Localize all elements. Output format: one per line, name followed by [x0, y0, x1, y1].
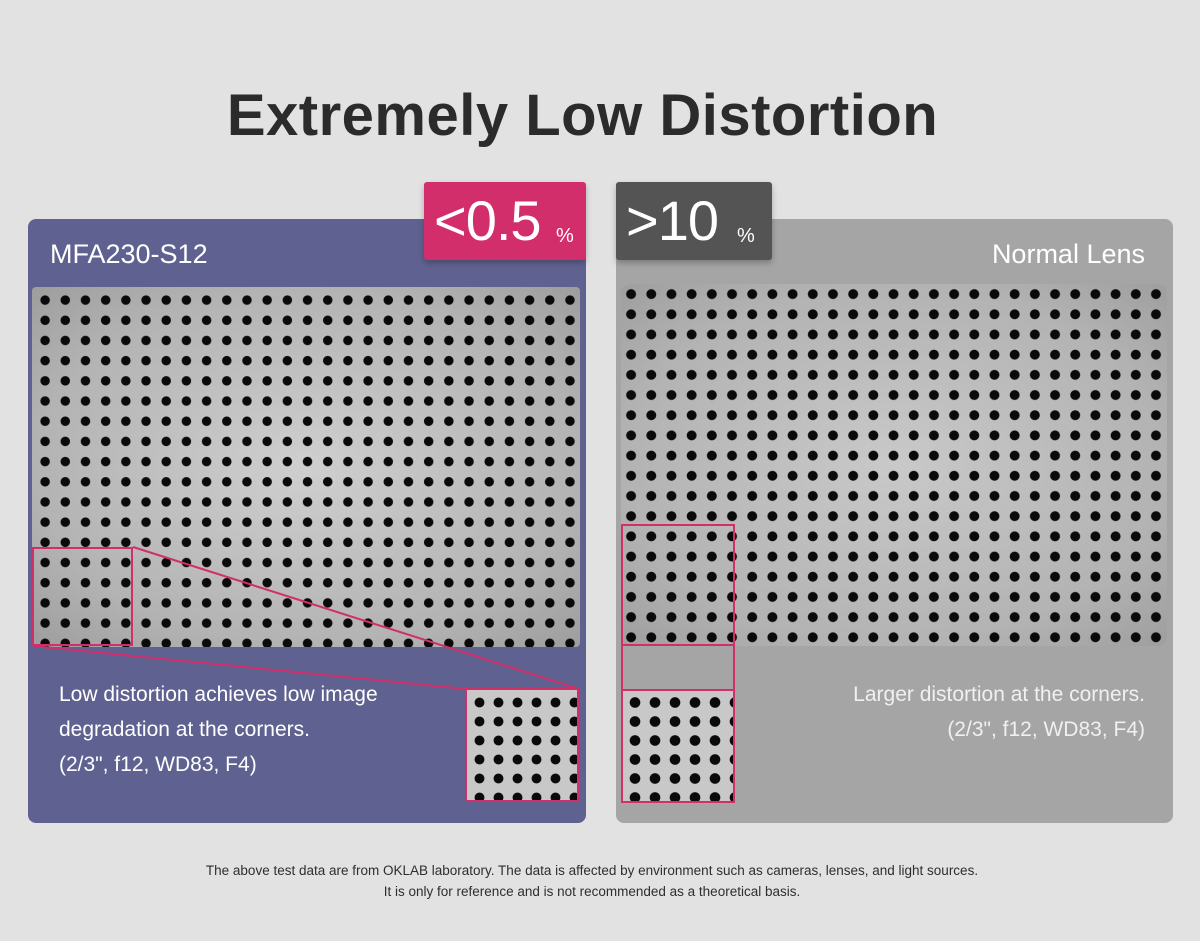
caption-normal: Larger distortion at the corners. (2/3",…	[770, 677, 1145, 747]
zoom-connector	[621, 646, 735, 689]
caption-line: Low distortion achieves low image	[59, 683, 378, 706]
distortion-value: <0.5	[434, 189, 542, 252]
zoom-region-box	[621, 524, 735, 646]
lens-name-mfa230: MFA230-S12	[50, 239, 208, 269]
distortion-badge-mfa230: <0.5 %	[424, 182, 586, 260]
percent-unit: %	[737, 225, 755, 247]
disclaimer-line: It is only for reference and is not reco…	[383, 884, 801, 899]
test-image-normal	[621, 284, 1167, 646]
zoom-inset-image	[465, 688, 579, 802]
lens-name-normal: Normal Lens	[991, 239, 1145, 269]
zoom-inset-image	[621, 689, 735, 803]
caption-mfa230: Low distortion achieves low image degrad…	[59, 677, 449, 782]
disclaimer-line: The above test data are from OKLAB labor…	[205, 863, 979, 878]
disclaimer: The above test data are from OKLAB labor…	[0, 860, 1184, 902]
distortion-badge-normal: >10 %	[616, 182, 772, 260]
caption-line: degradation at the corners.	[59, 718, 310, 741]
percent-unit: %	[556, 225, 574, 247]
distortion-value: >10	[626, 189, 719, 252]
caption-line: Larger distortion at the corners.	[853, 683, 1145, 706]
zoom-region-box	[32, 547, 133, 646]
caption-line: (2/3", f12, WD83, F4)	[59, 753, 257, 776]
caption-line: (2/3", f12, WD83, F4)	[947, 718, 1145, 741]
page-title: Extremely Low Distortion	[226, 83, 939, 148]
